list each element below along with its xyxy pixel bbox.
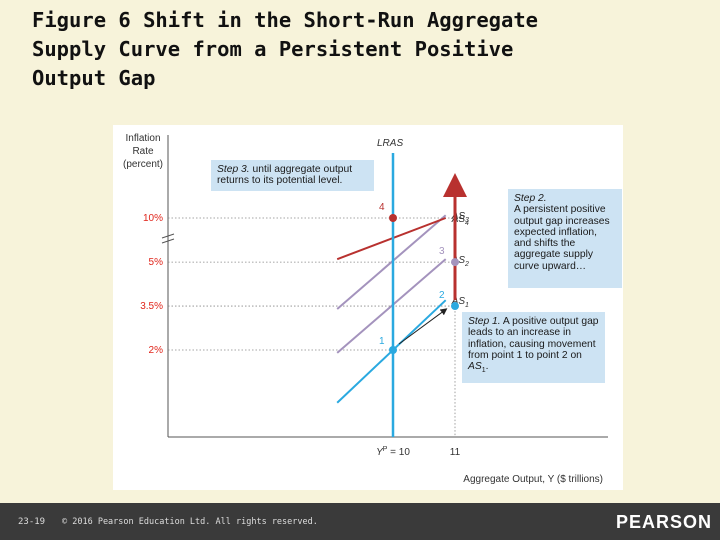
title-line-3: Output Gap (32, 66, 156, 90)
as-curve-label-as3: AS3 (451, 211, 469, 224)
footer-bar: 23-19 © 2016 Pearson Education Ltd. All … (0, 503, 720, 540)
callout-step3-body: until aggregate output returns to its po… (217, 164, 353, 187)
point-label-3: 3 (439, 246, 445, 257)
page-number: 23-19 (18, 517, 46, 527)
callout-step1-end: . (485, 361, 489, 373)
callout-step1: Step 1. A positive output gap leads to a… (462, 312, 605, 383)
title-line-2: Supply Curve from a Persistent Positive (32, 37, 514, 61)
axis-break-mark (161, 238, 175, 244)
chart: Inflation Rate (percent) 2% 3.5% 5% 10% YP = 10… (123, 133, 608, 485)
point-2 (451, 302, 459, 311)
callout-step1-body: A positive output gap leads to an increa… (468, 316, 599, 361)
y-tick-label: 5% (149, 257, 164, 268)
x-axis-label: Aggregate Output, Y ($ trillions) (463, 474, 603, 485)
point-1 (389, 346, 397, 354)
as-curve-as2 (336, 258, 447, 354)
pearson-logo: PEARSON (615, 512, 712, 532)
copyright-notice: © 2016 Pearson Education Ltd. All rights… (62, 517, 318, 527)
point-label-2: 2 (439, 290, 445, 301)
y-axis-label-line: (percent) (123, 159, 163, 170)
as-curve-label-as1: AS1 (451, 296, 469, 309)
callout-step3: Step 3. until aggregate output returns t… (211, 160, 374, 191)
point-label-4: 4 (379, 202, 385, 213)
callout-step2-body: A persistent positive output gap increas… (514, 204, 610, 272)
y-tick-label: 3.5% (140, 301, 163, 312)
movement-arrow (398, 308, 448, 345)
title-line-1: Figure 6 Shift in the Short-Run Aggregat… (32, 8, 539, 32)
lras-label: LRAS (377, 138, 403, 149)
y-axis-label-line: Rate (132, 146, 154, 157)
point-4 (389, 214, 397, 222)
point-3 (451, 258, 459, 267)
callout-step1-title: Step 1. (468, 316, 501, 327)
callout-step1-as-sub: 1 (481, 367, 486, 375)
as-curve-as3 (336, 214, 447, 310)
figure-panel: Inflation Rate (percent) 2% 3.5% 5% 10% YP = 10… (113, 125, 623, 490)
x-tick-label: YP = 10 (376, 446, 410, 458)
callout-step1-as: AS (468, 361, 482, 373)
as-curve-as4 (336, 217, 447, 261)
as-curve-label-as4: AS4 (451, 214, 469, 227)
callout-step2: Step 2. A persistent positive output gap… (508, 189, 622, 288)
axis-break-mark (161, 233, 175, 239)
y-tick-label: 2% (149, 345, 164, 356)
callout-step3-title: Step 3. (217, 164, 250, 175)
x-tick-label: 11 (450, 447, 461, 458)
point-label-1: 1 (379, 336, 385, 347)
y-axis-label-line: Inflation (125, 133, 160, 144)
callout-step2-title: Step 2. (514, 193, 547, 204)
y-tick-label: 10% (143, 213, 163, 224)
slide-title: Figure 6 Shift in the Short-Run Aggregat… (32, 6, 672, 93)
